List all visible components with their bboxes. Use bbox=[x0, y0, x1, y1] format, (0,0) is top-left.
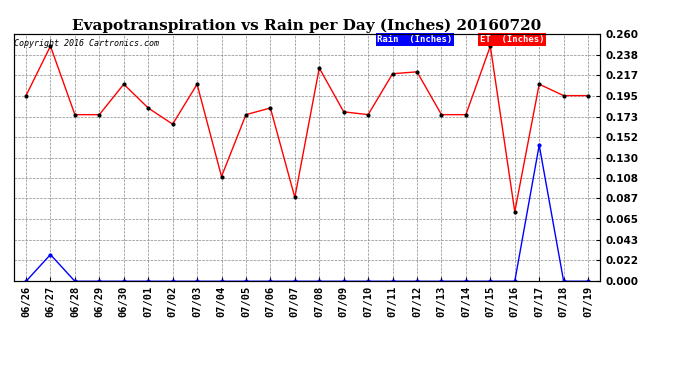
Text: ET  (Inches): ET (Inches) bbox=[480, 35, 544, 44]
Text: Rain  (Inches): Rain (Inches) bbox=[377, 35, 453, 44]
Text: Copyright 2016 Cartronics.com: Copyright 2016 Cartronics.com bbox=[14, 39, 159, 48]
Title: Evapotranspiration vs Rain per Day (Inches) 20160720: Evapotranspiration vs Rain per Day (Inch… bbox=[72, 18, 542, 33]
